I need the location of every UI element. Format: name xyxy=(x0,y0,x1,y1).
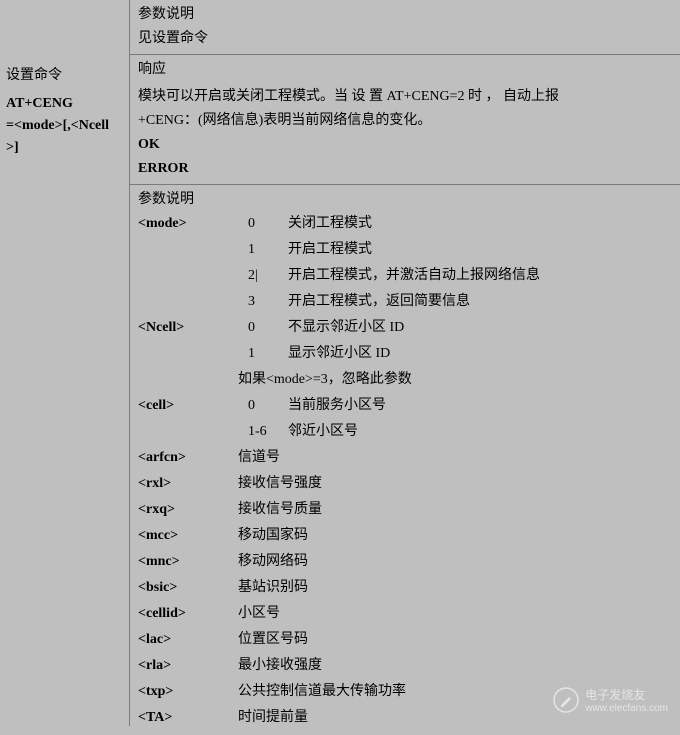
param-row: 1-6邻近小区号 xyxy=(138,420,672,444)
watermark: 电子发烧友 www.elecfans.com xyxy=(553,686,668,714)
param-row: <mnc>移动网络码 xyxy=(138,550,672,574)
param-row: <mode>0关闭工程模式 xyxy=(138,212,672,236)
param-value: 1 xyxy=(238,342,288,366)
param-row: <rxq>接收信号质量 xyxy=(138,498,672,522)
param-desc: 基站识别码 xyxy=(238,576,672,600)
param-desc: 接收信号质量 xyxy=(238,498,672,522)
param-value: 1-6 xyxy=(238,420,288,444)
param-desc: 接收信号强度 xyxy=(238,472,672,496)
param-note: 如果<mode>=3，忽略此参数 xyxy=(238,368,412,392)
param-row: 1显示邻近小区 ID xyxy=(138,342,672,366)
param-desc: 移动网络码 xyxy=(238,550,672,574)
param-value: 0 xyxy=(238,394,288,418)
param-desc: 开启工程模式 xyxy=(288,238,672,262)
param-name xyxy=(138,420,238,444)
param-name xyxy=(138,342,238,366)
response-body-cell: 模块可以开启或关闭工程模式。当 设 置 AT+CENG=2 时 ， 自动上报 +… xyxy=(130,82,680,185)
param-name xyxy=(138,238,238,262)
param-row: <Ncell>0不显示邻近小区 ID xyxy=(138,316,672,340)
param-desc: 当前服务小区号 xyxy=(288,394,672,418)
response-error: ERROR xyxy=(138,157,672,181)
response-line-2: +CENG：(网络信息)表明当前网络信息的变化。 xyxy=(138,109,672,133)
pencil-icon xyxy=(553,687,579,713)
param-row: <rxl>接收信号强度 xyxy=(138,472,672,496)
param-name: <TA> xyxy=(138,706,238,730)
at-command: AT+CENG =<mode>[,<Ncell >] xyxy=(0,90,129,162)
param-name: <lac> xyxy=(138,628,238,652)
left-set-cmd: 设置命令 xyxy=(0,62,129,90)
param-desc: 邻近小区号 xyxy=(288,420,672,444)
param-desc-title: 参数说明 xyxy=(138,3,672,27)
param-row: <bsic>基站识别码 xyxy=(138,576,672,600)
param-desc: 显示邻近小区 ID xyxy=(288,342,672,366)
param-row: <cell>0当前服务小区号 xyxy=(138,394,672,418)
param-name: <arfcn> xyxy=(138,446,238,470)
param-name: <Ncell> xyxy=(138,316,238,340)
param-name: <txp> xyxy=(138,680,238,704)
param-desc-see: 见设置命令 xyxy=(138,27,672,51)
param-row: 2开启工程模式，并激活自动上报网络信息 xyxy=(138,264,672,288)
param-name: <cell> xyxy=(138,394,238,418)
param-name: <rxl> xyxy=(138,472,238,496)
param-desc: 最小接收强度 xyxy=(238,654,672,678)
param-value: 2 xyxy=(238,264,288,288)
param-value: 0 xyxy=(238,316,288,340)
doc-table: 设置命令 AT+CENG =<mode>[,<Ncell >] 参数说明 见设置… xyxy=(0,0,680,726)
param-name: <rla> xyxy=(138,654,238,678)
param-desc: 不显示邻近小区 ID xyxy=(288,316,672,340)
response-title: 响应 xyxy=(138,58,672,82)
param-row: <rla>最小接收强度 xyxy=(138,654,672,678)
cmd-line-2: =<mode>[,<Ncell xyxy=(6,115,123,137)
param-row: <lac>位置区号码 xyxy=(138,628,672,652)
response-title-cell: 响应 xyxy=(130,55,680,82)
params-body: 参数说明 <mode>0关闭工程模式1开启工程模式2开启工程模式，并激活自动上报… xyxy=(130,185,680,735)
section-param-desc: 参数说明 见设置命令 xyxy=(130,0,680,55)
right-column: 参数说明 见设置命令 响应 模块可以开启或关闭工程模式。当 设 置 AT+CEN… xyxy=(130,0,680,726)
param-name xyxy=(138,264,238,288)
param-desc: 小区号 xyxy=(238,602,672,626)
param-desc: 移动国家码 xyxy=(238,524,672,548)
param-name: <bsic> xyxy=(138,576,238,600)
param-row: <mcc>移动国家码 xyxy=(138,524,672,548)
param-desc: 信道号 xyxy=(238,446,672,470)
param-row: <arfcn>信道号 xyxy=(138,446,672,470)
param-row: 3开启工程模式，返回简要信息 xyxy=(138,290,672,314)
param-desc: 关闭工程模式 xyxy=(288,212,672,236)
param-value: 0 xyxy=(238,212,288,236)
param-value: 3 xyxy=(238,290,288,314)
response-ok: OK xyxy=(138,133,672,157)
param-desc: 开启工程模式，返回简要信息 xyxy=(288,290,672,314)
watermark-line2: www.elecfans.com xyxy=(585,703,668,714)
param-desc: 开启工程模式，并激活自动上报网络信息 xyxy=(288,264,672,288)
cmd-line-3: >] xyxy=(6,137,123,159)
params-header: 参数说明 xyxy=(138,188,672,212)
param-row: 1开启工程模式 xyxy=(138,238,672,262)
left-column: 设置命令 AT+CENG =<mode>[,<Ncell >] xyxy=(0,0,130,726)
param-name: <mode> xyxy=(138,212,238,236)
param-note-row: 如果<mode>=3，忽略此参数 xyxy=(138,368,672,392)
param-name: <rxq> xyxy=(138,498,238,522)
param-row: <cellid>小区号 xyxy=(138,602,672,626)
param-name: <cellid> xyxy=(138,602,238,626)
param-value: 1 xyxy=(238,238,288,262)
param-name: <mnc> xyxy=(138,550,238,574)
param-name xyxy=(138,290,238,314)
param-name: <mcc> xyxy=(138,524,238,548)
param-desc: 位置区号码 xyxy=(238,628,672,652)
response-line-1: 模块可以开启或关闭工程模式。当 设 置 AT+CENG=2 时 ， 自动上报 xyxy=(138,85,672,109)
watermark-line1: 电子发烧友 xyxy=(585,686,668,703)
cmd-line-1: AT+CENG xyxy=(6,93,123,115)
